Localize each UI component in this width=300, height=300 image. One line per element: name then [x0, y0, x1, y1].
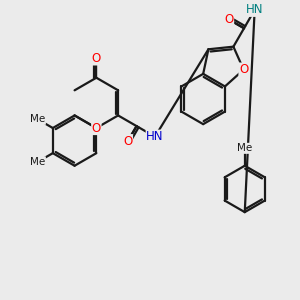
Text: HN: HN — [146, 130, 164, 143]
Text: O: O — [224, 13, 234, 26]
Text: O: O — [239, 63, 248, 76]
Text: HN: HN — [246, 3, 263, 16]
Text: Me: Me — [30, 114, 45, 124]
Text: Me: Me — [30, 157, 45, 167]
Text: Me: Me — [237, 143, 252, 153]
Text: O: O — [92, 52, 101, 65]
Text: O: O — [123, 135, 133, 148]
Text: O: O — [92, 122, 101, 134]
